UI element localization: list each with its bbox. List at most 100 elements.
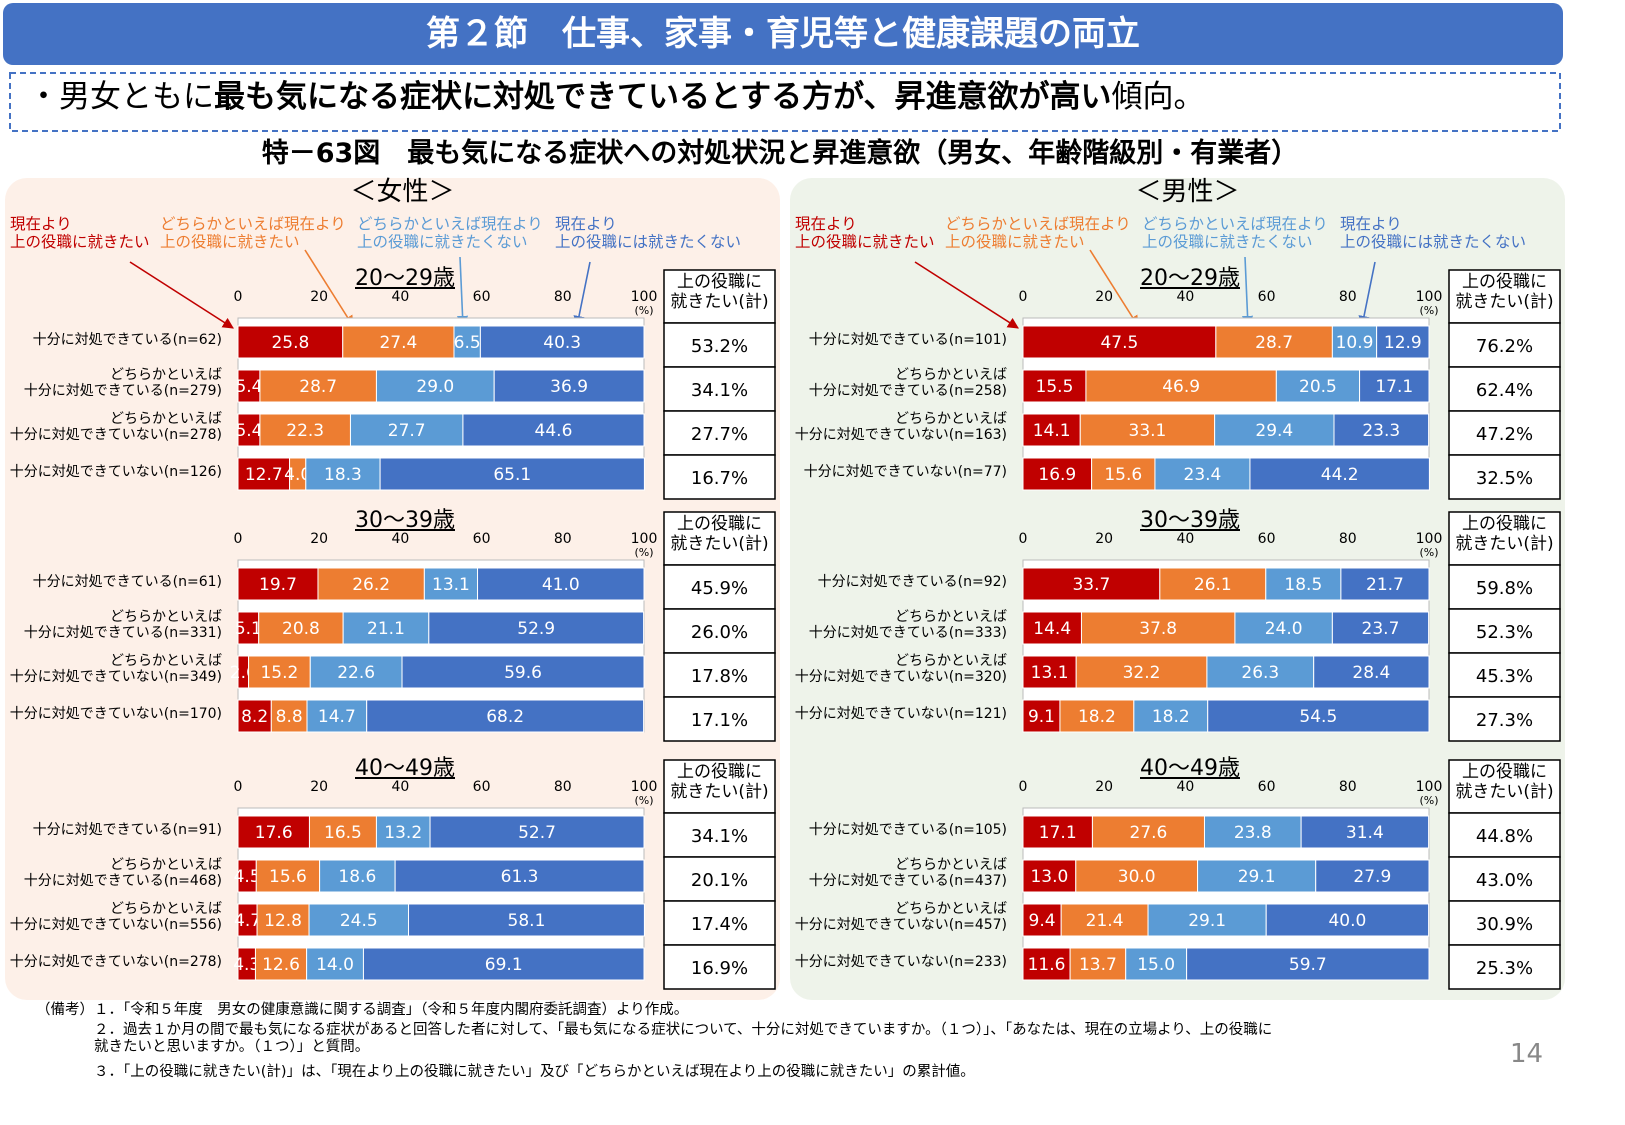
data-label: 37.8 xyxy=(1139,619,1177,639)
bar-segment xyxy=(408,903,645,937)
group-title: 20～29歳 xyxy=(355,266,455,291)
bar-segment xyxy=(1091,815,1205,849)
data-label: 25.8 xyxy=(271,333,309,353)
data-label: 59.6 xyxy=(504,663,542,683)
table-cell xyxy=(663,410,776,456)
bar-segment xyxy=(237,699,272,733)
row-label: 十分に対処できていない(n=170) xyxy=(9,706,222,722)
table-header: 上の役職に 就きたい(計) xyxy=(1455,514,1554,554)
figure-title: 特－63図 最も気になる症状への対処状況と昇進意欲（男女、年齢階級別・有業者） xyxy=(261,138,1299,169)
bar-segment xyxy=(309,655,403,689)
bar-segment xyxy=(1265,903,1430,937)
bar-segment xyxy=(1203,815,1302,849)
data-label: 52.7 xyxy=(518,823,556,843)
data-label: 47.5 xyxy=(1100,333,1138,353)
x-tick-label: 20 xyxy=(1095,289,1114,305)
bar-segment xyxy=(379,457,645,491)
x-tick-label: 0 xyxy=(1018,531,1028,547)
bar-segment xyxy=(429,815,645,849)
table-cell xyxy=(1448,454,1561,500)
data-label: 36.9 xyxy=(550,377,588,397)
data-label: 13.0 xyxy=(1030,867,1068,887)
bar-segment xyxy=(1275,369,1361,403)
bar-segment xyxy=(1331,611,1430,645)
table-header-cell xyxy=(663,511,776,566)
data-label: 22.3 xyxy=(286,421,324,441)
data-label: 54.5 xyxy=(1299,707,1337,727)
bar-segment xyxy=(259,413,351,447)
bar-segment xyxy=(317,567,425,601)
data-label: 17.1 xyxy=(1039,823,1077,843)
x-tick-label: 80 xyxy=(1338,779,1357,795)
bar-segment xyxy=(493,369,645,403)
data-label: 18.5 xyxy=(1284,575,1322,595)
bar-segment xyxy=(1059,699,1135,733)
row-label: どちらかといえば 十分に対処できている(n=333) xyxy=(808,609,1007,642)
bar-segment xyxy=(1376,325,1430,359)
legend-label: 現在より 上の役職には就きたくない xyxy=(1340,215,1527,251)
x-tick-label: 0 xyxy=(233,779,243,795)
row-label: 十分に対処できていない(n=278) xyxy=(9,954,222,970)
x-tick-label: 40 xyxy=(1176,531,1195,547)
data-label: 15.6 xyxy=(1104,465,1142,485)
bar-segment xyxy=(375,815,431,849)
bar-segment xyxy=(1069,947,1127,981)
row-label: どちらかといえば 十分に対処できている(n=331) xyxy=(23,609,222,642)
data-label: 4.5 xyxy=(234,867,261,887)
total-value: 76.2% xyxy=(1476,336,1533,357)
data-label: 31.4 xyxy=(1346,823,1384,843)
table-cell xyxy=(1448,812,1561,858)
legend-arrow xyxy=(129,261,234,329)
bar-segment xyxy=(259,369,377,403)
data-label: 5.1 xyxy=(235,619,262,639)
row-label: 十分に対処できていない(n=233) xyxy=(794,954,1007,970)
bar-segment xyxy=(1080,611,1236,645)
data-label: 61.3 xyxy=(501,867,539,887)
total-value: 27.7% xyxy=(691,424,748,445)
data-label: 33.7 xyxy=(1072,575,1110,595)
data-label: 24.5 xyxy=(340,911,378,931)
x-tick-label: 0 xyxy=(1018,779,1028,795)
data-label: 29.1 xyxy=(1188,911,1226,931)
bar-segment xyxy=(1359,369,1430,403)
panel-title: ＜女性＞ xyxy=(350,177,455,207)
legend-arrow xyxy=(573,261,591,328)
total-value: 45.3% xyxy=(1476,666,1533,687)
data-label: 30.0 xyxy=(1118,867,1156,887)
x-tick-label: 100 xyxy=(1415,531,1443,547)
subtitle-emphasis: 最も気になる症状に対処できているとする方が、昇進意欲が高い xyxy=(214,79,1112,115)
x-tick-label: 40 xyxy=(391,779,410,795)
data-label: 52.9 xyxy=(517,619,555,639)
bar-segment xyxy=(401,655,645,689)
data-label: 18.3 xyxy=(324,465,362,485)
total-value: 43.0% xyxy=(1476,870,1533,891)
table-cell xyxy=(663,696,776,742)
legend-label: 現在より 上の役職には就きたくない xyxy=(555,215,742,251)
data-label: 28.4 xyxy=(1352,663,1390,683)
table-cell xyxy=(1448,366,1561,412)
x-tick-label: 0 xyxy=(1018,289,1028,305)
data-label: 29.1 xyxy=(1238,867,1276,887)
bar-segment xyxy=(256,903,310,937)
data-label: 13.2 xyxy=(384,823,422,843)
table-cell xyxy=(1448,652,1561,698)
bar-segment xyxy=(1265,567,1342,601)
row-label: 十分に対処できている(n=61) xyxy=(32,574,222,590)
row-label: どちらかといえば 十分に対処できていない(n=320) xyxy=(794,653,1007,686)
data-label: 5.4 xyxy=(235,421,262,441)
bar-segment xyxy=(1206,655,1315,689)
total-value: 52.3% xyxy=(1476,622,1533,643)
x-tick-label: 80 xyxy=(553,289,572,305)
table-cell xyxy=(1448,564,1561,610)
table-cell xyxy=(1448,608,1561,654)
data-label: 26.1 xyxy=(1194,575,1232,595)
data-label: 44.6 xyxy=(535,421,573,441)
legend-arrow xyxy=(914,261,1019,329)
data-label: 13.1 xyxy=(1031,663,1069,683)
table-cell xyxy=(1448,696,1561,742)
data-label: 69.1 xyxy=(485,955,523,975)
data-label: 21.4 xyxy=(1086,911,1124,931)
x-tick-label: 20 xyxy=(310,531,329,547)
